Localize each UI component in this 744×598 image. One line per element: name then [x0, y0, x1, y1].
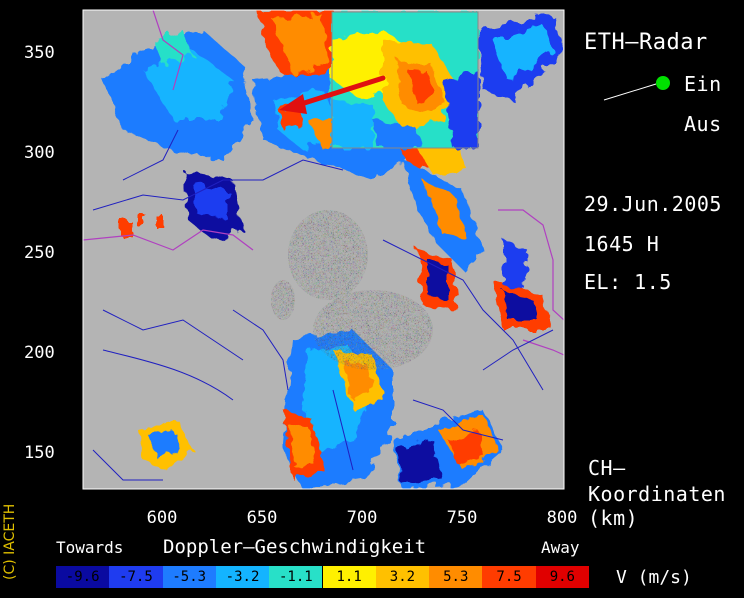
y-tick-200: 200 [24, 343, 55, 363]
copyright-text: (C) IACETH [2, 503, 18, 580]
date-label: 29.Jun.2005 [584, 192, 722, 216]
legend-cell: 5.3 [429, 566, 483, 588]
legend-cell: -5.3 [162, 566, 216, 588]
legend-cell: 1.1 [322, 566, 376, 588]
coords-line2: Koordinaten [588, 482, 726, 506]
x-tick-600: 600 [146, 508, 178, 528]
legend-cell: -9.6 [56, 566, 110, 588]
x-tick-700: 700 [346, 508, 378, 528]
radar-title: ETH—Radar [584, 30, 708, 55]
legend-cell: 9.6 [535, 566, 589, 588]
legend-cell: 7.5 [482, 566, 536, 588]
legend-unit-label: V (m/s) [616, 567, 692, 588]
zoom-inset [331, 11, 479, 149]
y-tick-150: 150 [24, 443, 55, 463]
y-tick-350: 350 [24, 43, 55, 63]
radar-map [83, 10, 564, 489]
x-tick-800: 800 [546, 508, 578, 528]
radar-echo-layer [83, 10, 564, 489]
legend-cell: 3.2 [375, 566, 430, 588]
coords-line1: CH— [588, 456, 626, 480]
toggle-off-label[interactable]: Aus [684, 112, 722, 136]
y-tick-300: 300 [24, 143, 55, 163]
x-tick-650: 650 [246, 508, 278, 528]
toggle-on-label[interactable]: Ein [684, 72, 722, 96]
legend-cell: -1.1 [269, 566, 323, 588]
legend-title: Doppler—Geschwindigkeit [163, 536, 427, 558]
hydrography [92, 129, 554, 481]
coords-unit: (km) [588, 506, 639, 530]
legend-away-label: Away [541, 538, 580, 557]
legend-cell: -7.5 [109, 566, 163, 588]
pointer-arrow [279, 75, 386, 114]
legend-towards-label: Towards [56, 538, 124, 557]
toggle-indicator [603, 76, 670, 101]
elevation-label: EL: 1.5 [584, 270, 672, 294]
y-tick-250: 250 [24, 243, 55, 263]
country-border [83, 10, 564, 356]
on-dot-icon [656, 76, 670, 90]
x-tick-750: 750 [446, 508, 478, 528]
legend-cell: -3.2 [215, 566, 270, 588]
time-label: 1645 H [584, 232, 660, 256]
